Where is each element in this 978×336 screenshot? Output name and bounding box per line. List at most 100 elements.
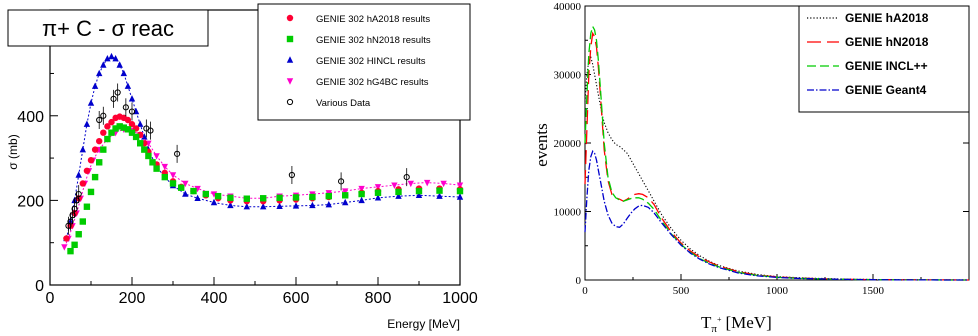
left-data-point — [456, 193, 464, 200]
left-data-point — [338, 178, 345, 185]
left-data-point — [202, 190, 209, 198]
left-data-point — [147, 127, 154, 134]
left-data-point — [227, 194, 234, 202]
left-data-point — [104, 54, 111, 62]
left-data-point — [67, 247, 74, 255]
left-data-point — [100, 146, 107, 153]
right-y-tick-label: 20000 — [554, 138, 582, 150]
left-data-point — [374, 194, 382, 201]
left-data-point — [325, 200, 332, 208]
left-series-1 — [67, 123, 464, 255]
left-data-point — [174, 150, 181, 157]
left-series-4 — [65, 83, 410, 235]
left-data-point — [79, 218, 86, 225]
left-data-point — [69, 212, 76, 219]
left-data-point — [182, 190, 189, 197]
left-data-point — [436, 192, 443, 199]
left-y-axis-label: σ (mb) — [6, 134, 20, 169]
left-data-point — [128, 95, 136, 102]
left-x-tick-label: 0 — [46, 290, 55, 307]
left-data-point — [73, 197, 80, 204]
left-data-point — [112, 125, 119, 132]
left-legend-label: GENIE 302 HINCL results — [316, 56, 426, 67]
right-legend-label: GENIE Geant4 — [845, 83, 927, 97]
right-y-tick-label: 0 — [576, 275, 582, 287]
left-data-point — [132, 133, 140, 141]
right-x-tick-label: 0 — [582, 285, 588, 297]
left-data-point — [79, 180, 87, 187]
right-y-tick-label: 40000 — [554, 1, 582, 13]
right-y-tick-label: 10000 — [554, 207, 582, 219]
left-data-point — [75, 231, 82, 238]
left-data-point — [110, 95, 117, 102]
left-data-point — [112, 54, 119, 62]
left-title-box — [7, 9, 209, 47]
left-data-point — [100, 112, 107, 119]
left-y-tick-label: 0 — [35, 278, 44, 295]
left-data-point — [325, 192, 332, 200]
left-data-point — [403, 174, 410, 181]
left-data-point — [137, 120, 144, 127]
left-data-point — [104, 123, 111, 130]
left-data-point — [87, 188, 95, 196]
left-data-point — [342, 192, 349, 199]
left-data-point — [149, 159, 156, 166]
left-legend-marker — [286, 98, 294, 106]
right-plot-area — [584, 24, 970, 281]
left-data-point — [395, 188, 402, 196]
left-data-point — [358, 185, 365, 193]
left-data-point — [214, 192, 222, 200]
left-data-point — [104, 135, 111, 143]
left-legend-label: GENIE 302 hN2018 results — [316, 35, 431, 46]
left-data-point — [395, 192, 402, 199]
left-data-point — [63, 235, 70, 242]
left-data-point — [243, 195, 250, 202]
left-x-axis-label: Energy [MeV] — [387, 317, 460, 331]
left-data-point — [194, 185, 201, 193]
left-data-point — [91, 146, 99, 153]
left-data-point — [96, 116, 103, 124]
left-data-point — [374, 184, 382, 191]
left-data-point — [342, 188, 349, 195]
left-data-point — [210, 191, 218, 198]
left-data-point — [75, 171, 82, 178]
left-data-point — [260, 203, 267, 210]
left-data-point — [424, 179, 431, 187]
left-data-point — [116, 61, 123, 68]
left-series-2 — [63, 52, 464, 242]
left-data-point — [61, 244, 68, 251]
left-data-point — [456, 182, 464, 189]
left-data-point — [374, 189, 382, 196]
left-data-point — [243, 203, 250, 210]
left-data-point — [141, 146, 148, 153]
right-axis-ticks: 0 500 1000 1500 0 10000 20000 30000 40000 — [554, 1, 969, 297]
left-series-3 — [61, 126, 464, 251]
left-data-point — [182, 180, 189, 188]
left-data-point — [124, 116, 132, 124]
right-legend: GENIE hA2018 GENIE hN2018 GENIE INCL++ GENI… — [798, 5, 970, 113]
left-data-point — [83, 120, 91, 127]
right-y-tick-label: 30000 — [554, 70, 582, 82]
right-x-axis-label-unit: [MeV] — [725, 313, 771, 332]
left-data-point — [108, 118, 115, 126]
left-data-point — [276, 202, 283, 210]
left-chart: 020040060080010000200400600 π+ C - σ rea… — [6, 3, 478, 331]
left-y-tick-label: 400 — [17, 109, 44, 126]
left-legend-label: GENIE 302 hG4BC results — [316, 77, 429, 88]
left-data-point — [79, 145, 86, 153]
left-legend-label: Various Data — [316, 98, 371, 109]
left-data-point — [210, 198, 218, 206]
left-data-point — [96, 159, 103, 166]
left-data-point — [358, 190, 365, 198]
left-data-point — [292, 202, 300, 209]
right-x-axis-label-sup: + — [717, 315, 722, 324]
right-x-axis-label: Tπ+ [MeV] — [701, 313, 772, 335]
left-data-point — [128, 108, 136, 115]
right-legend-label: GENIE INCL++ — [845, 59, 928, 73]
right-series-line-3 — [584, 149, 969, 281]
left-data-point — [120, 124, 127, 131]
right-legend-label: GENIE hN2018 — [845, 35, 929, 49]
left-data-point — [122, 104, 129, 111]
left-data-point — [309, 201, 316, 209]
left-data-point — [145, 152, 152, 160]
